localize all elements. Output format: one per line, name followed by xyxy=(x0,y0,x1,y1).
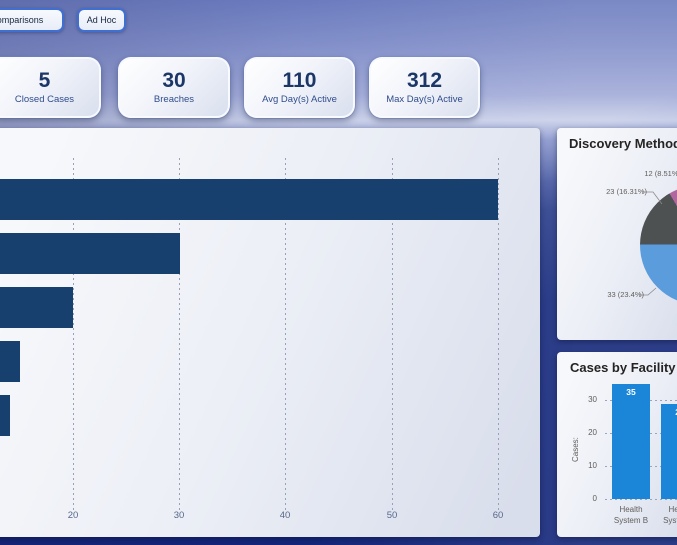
tab-ad-hoc-label: Ad Hoc xyxy=(86,15,117,25)
discovery-method-pie[interactable] xyxy=(640,185,677,305)
kpi-label: Max Day(s) Active xyxy=(386,94,463,105)
chart-title: Discovery Method xyxy=(569,136,677,151)
chart-title: Cases by Facility xyxy=(570,360,676,375)
gridline xyxy=(498,158,499,510)
kpi-value: 30 xyxy=(162,69,186,92)
kpi-label: Breaches xyxy=(153,94,195,105)
kpi-card-avg-days-active: 110 Avg Day(s) Active xyxy=(244,57,355,118)
x-axis-tick: 30 xyxy=(173,510,185,521)
kpi-value: 312 xyxy=(406,69,443,92)
pie-slice-label: 33 (23.4%) xyxy=(607,290,644,299)
bar-series-item[interactable]: 29 xyxy=(661,403,677,499)
y-axis-tick: 30 xyxy=(588,395,597,404)
bar-series-item[interactable]: 35 xyxy=(612,384,650,499)
kpi-card-max-days-active: 312 Max Day(s) Active xyxy=(369,57,480,118)
gridline xyxy=(73,158,74,510)
y-axis-tick: 10 xyxy=(588,461,597,470)
gridline xyxy=(392,158,393,510)
kpi-value: 5 xyxy=(38,69,51,92)
tab-comparisons-label: d Comparisons xyxy=(0,15,44,25)
y-axis-title: Cases: xyxy=(571,437,580,462)
discovery-method-chart[interactable]: Discovery Method 12 (8.51%) 23 (16.31%) … xyxy=(557,128,677,340)
x-axis-category: Health System A xyxy=(663,505,677,525)
y-axis-tick: 0 xyxy=(592,494,597,503)
kpi-label: Avg Day(s) Active xyxy=(262,94,337,105)
pie-slice-label: 23 (16.31%) xyxy=(606,187,647,196)
bar-series-item[interactable] xyxy=(0,233,180,274)
bar-value-label: 35 xyxy=(626,387,636,398)
tab-ad-hoc[interactable]: Ad Hoc xyxy=(77,8,126,32)
bar-series-item[interactable] xyxy=(0,341,21,382)
main-bar-chart[interactable]: 20 30 40 50 60 xyxy=(0,128,540,537)
bar-series-item[interactable] xyxy=(0,179,499,220)
tab-comparisons[interactable]: d Comparisons xyxy=(0,8,64,32)
bar-series-item[interactable] xyxy=(0,287,74,328)
cases-by-facility-chart[interactable]: Cases by Facility Cases: 30 20 10 0 35 2… xyxy=(557,352,677,537)
gridline xyxy=(285,158,286,510)
kpi-card-breaches: 30 Breaches xyxy=(118,57,230,118)
y-axis-tick: 20 xyxy=(588,428,597,437)
gridline xyxy=(179,158,180,510)
gridline xyxy=(605,499,677,500)
kpi-label: Closed Cases xyxy=(14,94,75,105)
x-axis-tick: 50 xyxy=(386,510,398,521)
x-axis-tick: 20 xyxy=(67,510,79,521)
bar-series-item[interactable] xyxy=(0,395,10,436)
x-axis-tick: 40 xyxy=(279,510,291,521)
bar-value-label: 29 xyxy=(661,407,677,417)
kpi-card-closed-cases: 5 Closed Cases xyxy=(0,57,101,118)
x-axis-tick: 60 xyxy=(492,510,504,521)
kpi-value: 110 xyxy=(282,69,317,92)
pie-slice-label: 12 (8.51%) xyxy=(644,169,677,178)
x-axis-category: Health System B xyxy=(613,505,649,525)
